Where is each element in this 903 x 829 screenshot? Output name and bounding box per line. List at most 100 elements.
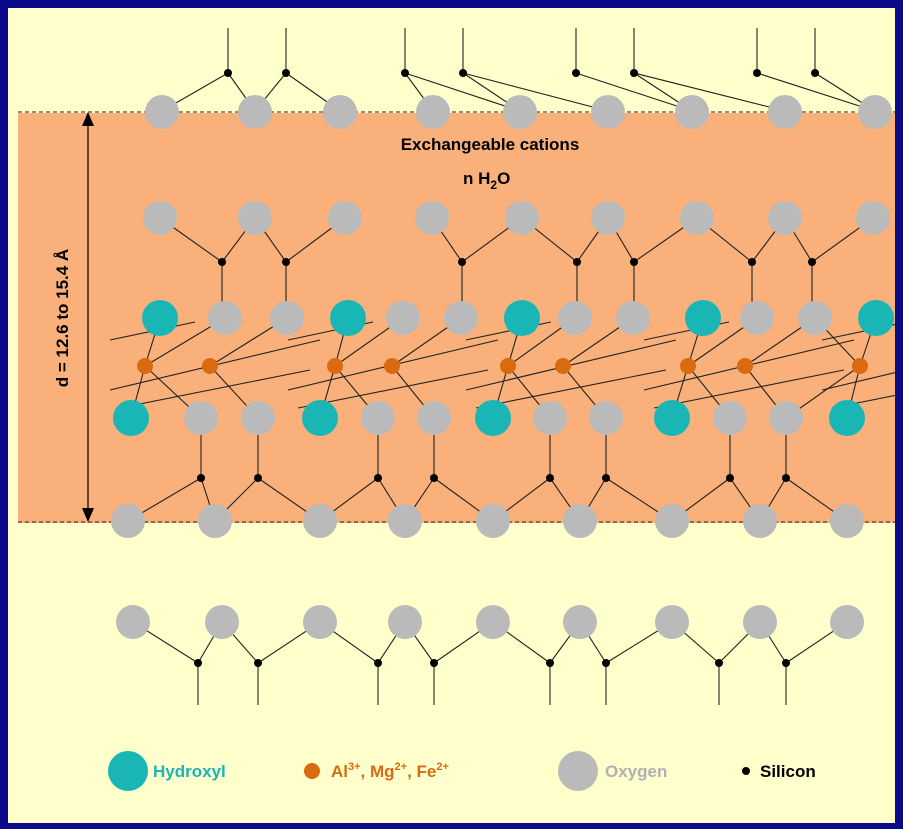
silicon-atom bbox=[782, 659, 790, 667]
octahedral-cation bbox=[384, 358, 400, 374]
legend-swatch-hydroxyl bbox=[108, 751, 148, 791]
silicon-atom bbox=[782, 474, 790, 482]
diagram-frame: d = 12.6 to 15.4 Å Exchangeable cations n … bbox=[8, 8, 895, 823]
legend-text-part: Oxygen bbox=[605, 762, 667, 781]
oxygen-atom bbox=[238, 201, 272, 235]
hydroxyl-group bbox=[654, 400, 690, 436]
silicon-atom bbox=[546, 659, 554, 667]
oxygen-atom bbox=[444, 301, 478, 335]
hydroxyl-group bbox=[504, 300, 540, 336]
oxygen-atom bbox=[503, 95, 537, 129]
legend-label-silicon: Silicon bbox=[760, 762, 816, 781]
bond-line bbox=[119, 369, 311, 409]
water-label-subscript: 2 bbox=[490, 178, 497, 192]
oxygen-atom bbox=[208, 301, 242, 335]
oxygen-atom bbox=[675, 95, 709, 129]
silicon-atom bbox=[401, 69, 409, 77]
bond-line bbox=[633, 72, 786, 112]
oxygen-atom bbox=[563, 504, 597, 538]
water-label: n H2O bbox=[463, 169, 510, 192]
oxygen-atom bbox=[830, 605, 864, 639]
atoms bbox=[111, 69, 894, 667]
octahedral-cation bbox=[555, 358, 571, 374]
oxygen-atom bbox=[768, 201, 802, 235]
oxygen-atom bbox=[505, 201, 539, 235]
oxygen-atom bbox=[740, 301, 774, 335]
bond-line bbox=[756, 72, 876, 112]
oxygen-atom bbox=[768, 95, 802, 129]
oxygen-atom bbox=[830, 504, 864, 538]
legend-text-part: 2+ bbox=[436, 761, 449, 773]
legend-label-hydroxyl: Hydroxyl bbox=[153, 762, 226, 781]
silicon-atom bbox=[748, 258, 756, 266]
bond-line bbox=[653, 369, 845, 409]
bond-line bbox=[821, 372, 895, 391]
legend-text-part: Hydroxyl bbox=[153, 762, 226, 781]
oxygen-atom bbox=[591, 95, 625, 129]
oxygen-atom bbox=[303, 504, 337, 538]
legend-text-part: , Mg bbox=[361, 762, 395, 781]
hydroxyl-group bbox=[142, 300, 178, 336]
oxygen-atom bbox=[713, 401, 747, 435]
silicon-atom bbox=[374, 659, 382, 667]
water-label-suffix: O bbox=[497, 169, 510, 188]
silicon-atom bbox=[430, 659, 438, 667]
silicon-atom bbox=[282, 69, 290, 77]
silicon-atom bbox=[602, 659, 610, 667]
oxygen-atom bbox=[798, 301, 832, 335]
hydroxyl-group bbox=[475, 400, 511, 436]
octahedral-cation bbox=[202, 358, 218, 374]
hydroxyl-group bbox=[685, 300, 721, 336]
bond-line bbox=[575, 72, 693, 112]
oxygen-atom bbox=[533, 401, 567, 435]
bond-line bbox=[475, 369, 667, 409]
oxygen-atom bbox=[303, 605, 337, 639]
bond-line bbox=[462, 72, 609, 112]
oxygen-atom bbox=[655, 504, 689, 538]
oxygen-atom bbox=[184, 401, 218, 435]
oxygen-atom bbox=[143, 201, 177, 235]
oxygen-atom bbox=[591, 201, 625, 235]
oxygen-atom bbox=[476, 605, 510, 639]
oxygen-atom bbox=[361, 401, 395, 435]
silicon-atom bbox=[194, 659, 202, 667]
oxygen-atom bbox=[680, 201, 714, 235]
oxygen-atom bbox=[238, 95, 272, 129]
oxygen-atom bbox=[270, 301, 304, 335]
oxygen-atom bbox=[558, 301, 592, 335]
silicon-atom bbox=[197, 474, 205, 482]
oxygen-atom bbox=[415, 201, 449, 235]
legend-text-part: Silicon bbox=[760, 762, 816, 781]
hydroxyl-group bbox=[113, 400, 149, 436]
oxygen-atom bbox=[416, 95, 450, 129]
bond-line bbox=[297, 369, 489, 409]
silicon-atom bbox=[282, 258, 290, 266]
spacing-label: d = 12.6 to 15.4 Å bbox=[53, 249, 72, 387]
octahedral-cation bbox=[680, 358, 696, 374]
silicon-atom bbox=[430, 474, 438, 482]
oxygen-atom bbox=[655, 605, 689, 639]
oxygen-atom bbox=[743, 605, 777, 639]
bond-line bbox=[404, 72, 521, 112]
water-label-prefix: n H bbox=[463, 169, 490, 188]
silicon-atom bbox=[459, 69, 467, 77]
legend-text-part: 2+ bbox=[395, 761, 408, 773]
hydroxyl-group bbox=[829, 400, 865, 436]
legend: Hydroxyl Al3+, Mg2+, Fe2+ Oxygen Silicon bbox=[108, 751, 816, 791]
legend-text-part: 3+ bbox=[348, 761, 361, 773]
silicon-atom bbox=[572, 69, 580, 77]
oxygen-atom bbox=[388, 504, 422, 538]
legend-swatch-silicon bbox=[742, 767, 750, 775]
oxygen-atom bbox=[417, 401, 451, 435]
oxygen-atom bbox=[563, 605, 597, 639]
hydroxyl-group bbox=[330, 300, 366, 336]
oxygen-atom bbox=[743, 504, 777, 538]
oxygen-atom bbox=[856, 201, 890, 235]
octahedral-cation bbox=[852, 358, 868, 374]
legend-label-octahedral-cations: Al3+, Mg2+, Fe2+ bbox=[331, 761, 449, 781]
silicon-atom bbox=[374, 474, 382, 482]
silicon-atom bbox=[602, 474, 610, 482]
hydroxyl-group bbox=[858, 300, 894, 336]
legend-swatch-octahedral-cations bbox=[304, 763, 320, 779]
silicon-atom bbox=[254, 659, 262, 667]
